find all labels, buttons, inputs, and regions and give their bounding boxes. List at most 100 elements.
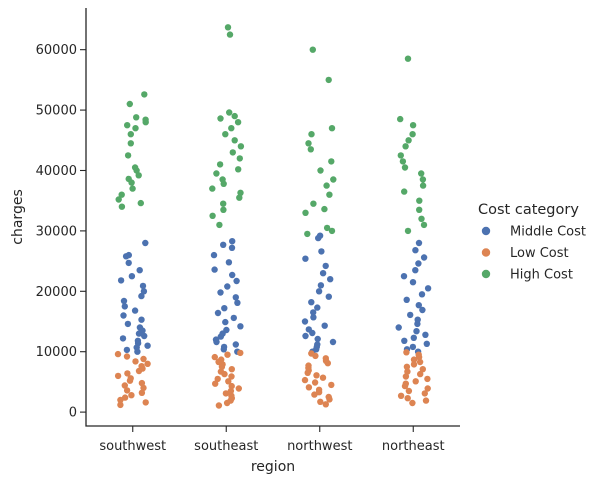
data-point <box>117 277 125 284</box>
data-point <box>325 393 332 401</box>
data-point <box>142 399 149 406</box>
data-point <box>124 152 132 159</box>
data-point <box>302 209 309 216</box>
legend-entry-label: High Cost <box>510 268 573 283</box>
data-point <box>315 386 323 393</box>
data-point <box>310 314 317 321</box>
data-point <box>119 335 127 342</box>
data-point <box>224 351 231 358</box>
data-point <box>212 336 220 343</box>
data-point <box>328 158 335 165</box>
data-point <box>144 360 151 367</box>
data-point <box>319 374 327 381</box>
data-point <box>420 254 428 261</box>
data-point <box>235 166 242 173</box>
data-point <box>134 337 142 344</box>
data-point <box>120 312 127 319</box>
data-point <box>328 125 336 132</box>
data-point <box>234 299 241 306</box>
legend: Cost category Middle Cost Low Cost High Co… <box>478 202 586 283</box>
data-point <box>123 346 131 354</box>
data-point <box>412 247 419 254</box>
legend-title: Cost category <box>478 202 579 218</box>
y-axis: 0 10000 20000 30000 40000 50000 60000 <box>36 43 86 421</box>
data-point <box>415 260 422 267</box>
data-point <box>415 239 423 247</box>
data-point <box>136 267 143 274</box>
data-point <box>226 31 234 38</box>
data-point <box>121 394 129 401</box>
data-point <box>209 185 216 192</box>
data-point <box>319 270 327 277</box>
data-point <box>144 342 151 349</box>
data-point <box>409 399 416 407</box>
data-point <box>229 271 236 279</box>
data-point <box>222 390 230 397</box>
data-point <box>222 131 229 138</box>
data-point <box>127 131 134 138</box>
data-point <box>139 282 147 290</box>
data-point <box>137 199 144 207</box>
data-point <box>231 112 238 120</box>
data-point <box>123 387 131 394</box>
data-point <box>229 238 236 245</box>
data-point <box>323 182 330 189</box>
data-point <box>325 293 332 300</box>
data-point <box>322 401 329 408</box>
data-point <box>131 164 139 171</box>
data-point <box>413 328 420 335</box>
data-point <box>417 370 424 378</box>
data-point <box>419 366 426 373</box>
data-point <box>308 350 315 357</box>
legend-marker <box>481 226 491 236</box>
data-point <box>132 358 139 365</box>
y-tick-label: 60000 <box>36 43 77 58</box>
data-point <box>301 376 309 384</box>
data-point <box>313 372 320 379</box>
legend-entry-label: Middle Cost <box>510 225 586 240</box>
data-point <box>325 76 332 84</box>
data-point <box>409 279 417 286</box>
data-point <box>414 316 421 323</box>
data-point <box>114 372 122 380</box>
x-tick-label: southeast <box>194 439 258 454</box>
data-point <box>314 335 321 343</box>
data-point <box>120 297 128 305</box>
data-point <box>397 392 405 399</box>
data-point <box>328 381 335 389</box>
data-point <box>308 131 315 138</box>
data-point <box>424 385 431 392</box>
data-point <box>212 380 219 387</box>
axis-spines <box>85 8 460 427</box>
data-point <box>138 363 145 370</box>
data-point <box>231 137 238 144</box>
data-point <box>327 276 334 283</box>
data-point <box>236 155 243 162</box>
data-point <box>217 368 225 375</box>
data-point <box>224 283 231 290</box>
y-axis-label: charges <box>10 189 26 244</box>
data-point <box>228 373 235 380</box>
data-point <box>138 379 146 387</box>
data-point <box>236 194 243 201</box>
x-tick-label: northwest <box>287 439 352 454</box>
data-point <box>124 122 131 129</box>
data-point <box>237 323 244 330</box>
data-point <box>420 221 428 229</box>
data-point <box>305 384 313 391</box>
data-point <box>400 273 408 280</box>
data-point <box>135 172 142 179</box>
data-point <box>232 294 239 301</box>
data-point <box>118 203 126 210</box>
data-point <box>235 385 242 392</box>
data-point <box>402 143 409 150</box>
data-point <box>317 398 324 405</box>
data-point <box>314 304 321 311</box>
data-point <box>397 152 404 159</box>
data-point <box>402 373 410 380</box>
data-point <box>115 196 122 203</box>
y-tick-label: 40000 <box>36 164 77 179</box>
data-point <box>220 206 227 213</box>
data-point <box>117 396 124 404</box>
data-point <box>227 387 235 395</box>
